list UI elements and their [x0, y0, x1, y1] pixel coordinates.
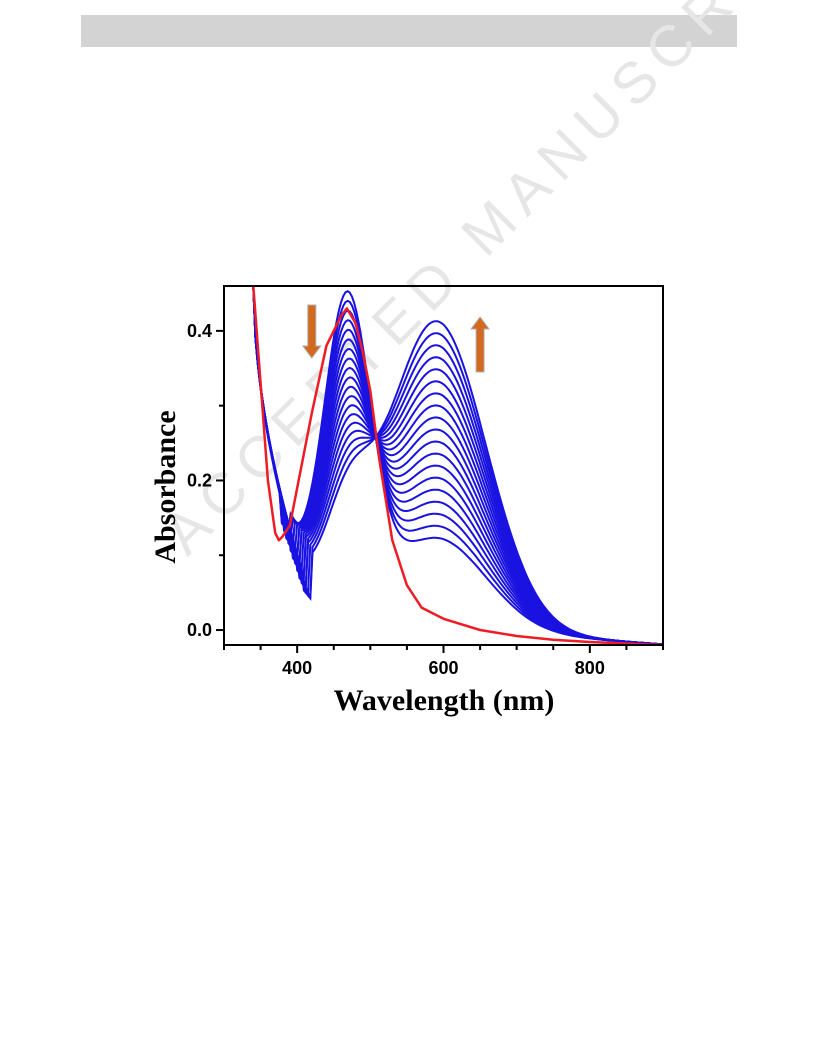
initial-spectrum-line — [252, 286, 663, 645]
plot-frame — [223, 285, 664, 646]
header-bar — [81, 15, 737, 47]
x-tick-label: 800 — [575, 658, 605, 678]
y-tick-label: 0.2 — [187, 470, 212, 490]
decrease-arrow-icon — [301, 304, 322, 359]
arrow-layer — [301, 304, 491, 373]
increase-arrow-icon — [470, 316, 491, 373]
y-axis-title: Absorbance — [149, 410, 182, 563]
x-tick-label: 400 — [282, 658, 312, 678]
y-tick-label: 0.4 — [187, 321, 212, 341]
y-tick-label: 0.0 — [187, 620, 212, 640]
series-layer — [252, 286, 663, 645]
x-axis-title: Wavelength (nm) — [334, 684, 555, 717]
axis-layer: 400 600 800 0.0 0.2 0.4 — [187, 321, 664, 678]
x-tick-label: 600 — [428, 658, 458, 678]
titration-spectrum-line — [252, 286, 662, 645]
